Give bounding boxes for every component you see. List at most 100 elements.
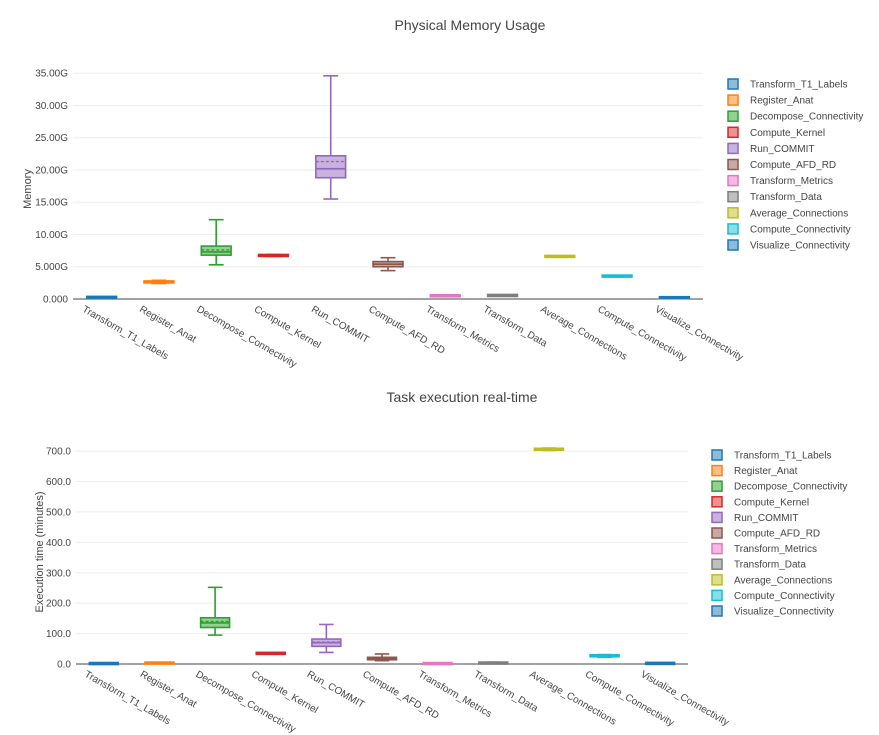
legend-swatch [711, 449, 723, 461]
legend-swatch [711, 511, 723, 524]
y-tick-label: 700.0 [46, 447, 71, 458]
legend-label: Register_Anat [734, 466, 798, 477]
legend-item: Compute_AFD_RD [711, 527, 820, 540]
box-Register_Anat [144, 661, 175, 665]
legend-item: Compute_Connectivity [711, 589, 835, 602]
legend-item: Transform_Metrics [727, 174, 833, 187]
legend-label: Average_Connections [750, 208, 848, 219]
legend-label: Compute_Kernel [750, 128, 825, 139]
legend-swatch [711, 542, 723, 555]
time-chart-svg: Task execution real-time Execution time … [34, 389, 847, 735]
box-Decompose_Connectivity [199, 586, 231, 636]
box-Decompose_Connectivity [200, 218, 232, 266]
y-tick-label: 15.00G [35, 198, 68, 209]
legend-item: Run_COMMIT [711, 511, 798, 524]
legend-label: Compute_Connectivity [750, 224, 851, 235]
y-tick-label: 0.000 [43, 295, 68, 306]
legend-item: Register_Anat [727, 94, 814, 107]
y-tick-label: 500.0 [46, 507, 71, 518]
legend-swatch [727, 174, 739, 187]
legend-swatch [711, 605, 723, 617]
legend-label: Run_COMMIT [750, 144, 814, 155]
y-tick-label: 5.000G [35, 262, 68, 273]
legend-item: Compute_Connectivity [727, 223, 851, 235]
legend-item: Compute_Kernel [711, 496, 809, 508]
legend-label: Visualize_Connectivity [750, 241, 850, 252]
legend-item: Compute_AFD_RD [727, 158, 836, 171]
legend-swatch [711, 558, 723, 570]
box-Compute_AFD_RD [366, 653, 398, 662]
legend-swatch [727, 158, 739, 171]
legend-item: Compute_Kernel [727, 126, 825, 139]
iqr-box [315, 154, 347, 179]
legend-swatch [711, 574, 723, 586]
y-tick-label: 300.0 [46, 568, 71, 579]
legend-item: Run_COMMIT [727, 142, 814, 155]
legend-label: Transform_T1_Labels [734, 451, 831, 462]
plot-area: 0.000 5.000G 10.00G 15.00G 20.00G 25.00G 30.00… [35, 69, 745, 371]
legend-swatch [727, 239, 739, 251]
legend: Transform_T1_Labels Register_Anat Decompos… [711, 449, 847, 618]
plot-area: 0.0100.0200.0300.0400.0500.0600.0700.0Tr… [46, 447, 731, 735]
legend-swatch [727, 142, 739, 155]
legend-item: Transform_Metrics [711, 542, 817, 555]
box-Compute_AFD_RD [372, 256, 404, 272]
y-tick-label: 10.00G [35, 230, 68, 241]
legend-label: Compute_Connectivity [734, 591, 835, 602]
x-tick-label: Compute_Connectivity [583, 669, 676, 729]
y-tick-label: 600.0 [46, 477, 71, 488]
legend-item: Average_Connections [711, 574, 832, 586]
legend-swatch [711, 480, 723, 492]
legend: Transform_T1_Labels Register_Anat Decompos… [727, 78, 863, 252]
y-tick-label: 25.00G [35, 133, 68, 144]
legend-label: Decompose_Connectivity [734, 482, 847, 493]
box-Transform_Data [486, 293, 519, 298]
y-tick-label: 100.0 [46, 629, 71, 640]
legend-label: Run_COMMIT [734, 513, 798, 524]
box-Transform_Metrics [429, 293, 461, 298]
legend-item: Decompose_Connectivity [727, 110, 863, 123]
y-axis-title: Memory [22, 169, 34, 209]
box-Visualize_Connectivity [658, 295, 691, 300]
y-tick-label: 20.00G [35, 165, 68, 176]
legend-label: Visualize_Connectivity [734, 607, 834, 618]
box-Run_COMMIT [311, 623, 342, 654]
legend-label: Compute_AFD_RD [734, 529, 820, 540]
legend-item: Register_Anat [711, 464, 798, 477]
legend-swatch [727, 190, 739, 203]
y-tick-label: 35.00G [35, 69, 68, 80]
y-tick-label: 200.0 [46, 599, 71, 610]
box-Visualize_Connectivity [644, 661, 676, 666]
legend-swatch [711, 527, 723, 539]
box-Compute_Connectivity [589, 653, 620, 659]
legend-label: Average_Connections [734, 575, 832, 586]
box-Transform_Data [478, 661, 509, 665]
legend-item: Visualize_Connectivity [727, 239, 850, 252]
legend-label: Decompose_Connectivity [750, 112, 863, 123]
legend-swatch [727, 78, 739, 90]
box-Transform_Metrics [422, 661, 453, 666]
legend-label: Register_Anat [750, 96, 814, 107]
chart-title: Physical Memory Usage [395, 17, 546, 33]
legend-label: Transform_Data [750, 192, 822, 203]
chart-title: Task execution real-time [387, 389, 538, 405]
box-Compute_Kernel [257, 253, 290, 258]
legend-label: Transform_Metrics [750, 176, 833, 187]
legend-swatch [727, 207, 739, 219]
legend-swatch [711, 589, 723, 602]
memory-usage-chart: Physical Memory Usage Memory 0.000 5.000G… [22, 17, 863, 371]
legend-item: Decompose_Connectivity [711, 480, 847, 493]
execution-time-chart: Task execution real-time Execution time … [0, 380, 879, 735]
legend-item: Transform_T1_Labels [727, 78, 847, 91]
legend-item: Average_Connections [727, 207, 848, 219]
legend-label: Compute_Kernel [734, 497, 809, 508]
legend-swatch [727, 94, 739, 106]
box-Run_COMMIT [315, 75, 347, 200]
box-Transform_T1_Labels [85, 295, 118, 300]
box-Transform_T1_Labels [88, 661, 120, 666]
legend-item: Transform_Data [727, 190, 822, 203]
box-Register_Anat [143, 279, 175, 285]
memory-chart-svg: Physical Memory Usage Memory 0.000 5.000G… [22, 17, 863, 371]
legend-swatch [727, 223, 739, 235]
y-tick-label: 0.0 [57, 660, 71, 671]
